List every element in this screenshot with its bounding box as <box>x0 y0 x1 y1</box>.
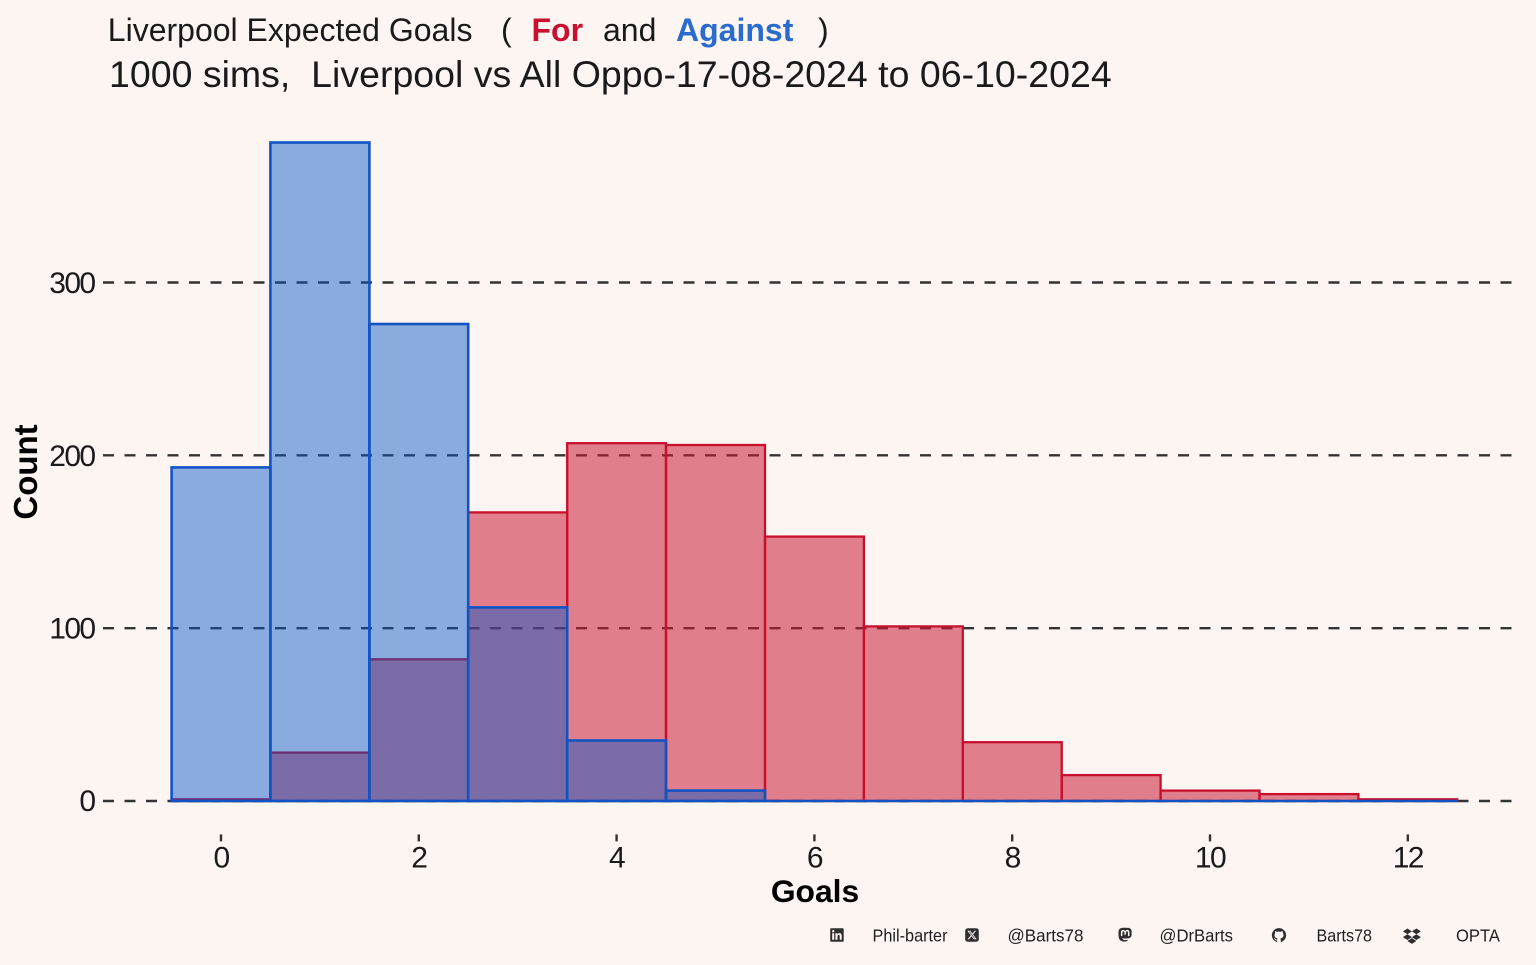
svg-text:8: 8 <box>1005 842 1021 875</box>
svg-text:4: 4 <box>609 842 625 875</box>
svg-text:OPTA: OPTA <box>1456 925 1500 945</box>
svg-text:200: 200 <box>49 440 95 473</box>
svg-text:300: 300 <box>49 267 95 300</box>
svg-text:0: 0 <box>213 842 229 875</box>
svg-text:Barts78: Barts78 <box>1317 925 1373 945</box>
svg-text:12: 12 <box>1393 842 1424 875</box>
svg-text:10: 10 <box>1195 842 1226 875</box>
svg-text:0: 0 <box>79 785 95 818</box>
svg-text:@Barts78: @Barts78 <box>1008 925 1084 945</box>
svg-text:100: 100 <box>49 613 95 646</box>
svg-text:@DrBarts: @DrBarts <box>1160 925 1234 945</box>
svg-text:6: 6 <box>807 842 823 875</box>
svg-text:2: 2 <box>411 842 427 875</box>
svg-text:Goals: Goals <box>771 873 859 909</box>
svg-text:Phil-barter: Phil-barter <box>873 925 948 945</box>
svg-text:Count: Count <box>7 424 44 519</box>
svg-text:1000 sims, Liverpool vs All O: 1000 sims, Liverpool vs All Oppo-17-08-2… <box>109 53 1112 95</box>
